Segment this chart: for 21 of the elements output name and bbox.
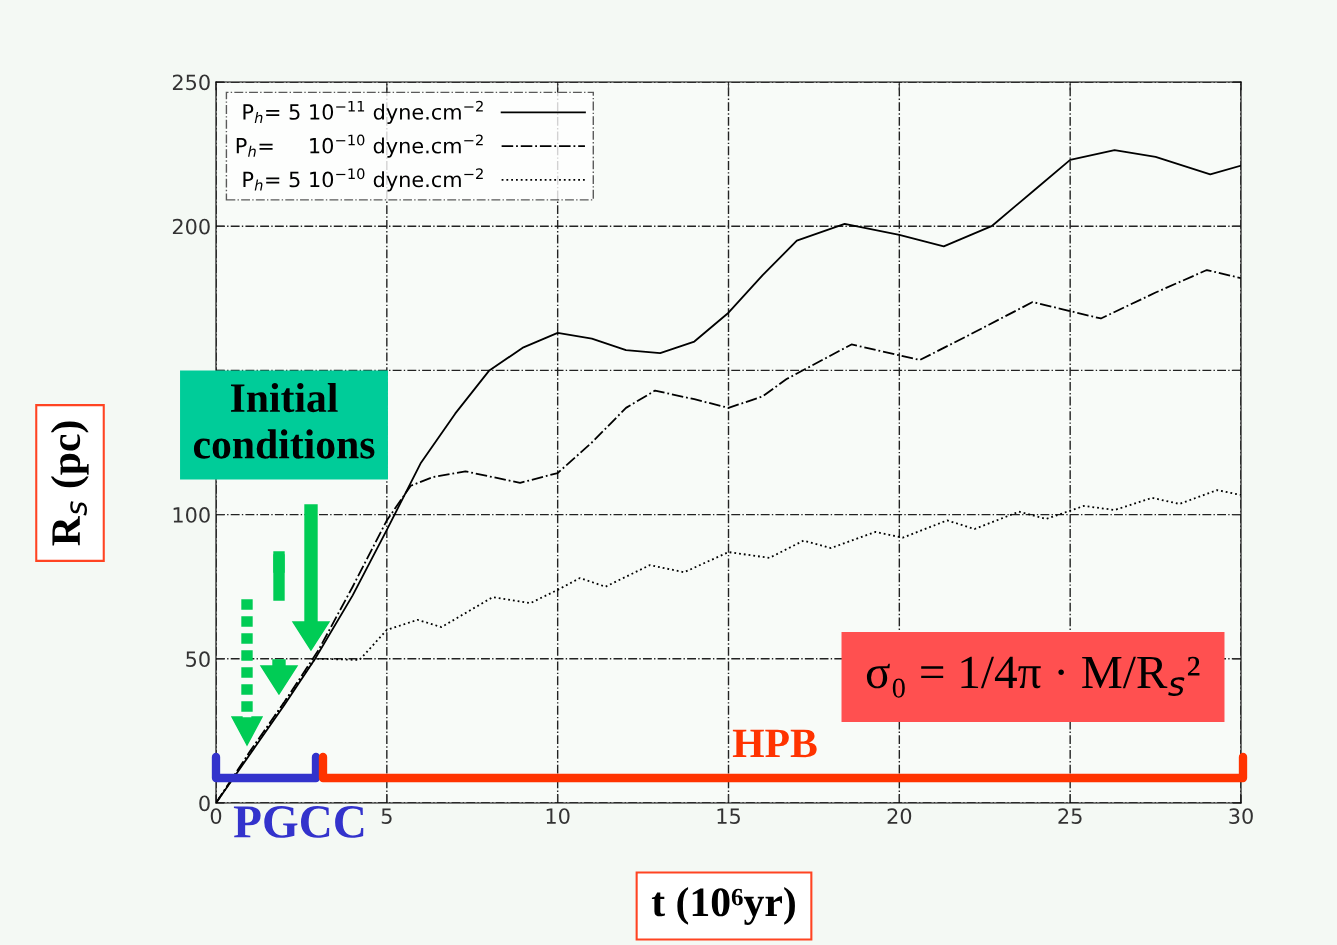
x-tick-label: 25 bbox=[1058, 808, 1082, 824]
y-tick-label: 100 bbox=[173, 507, 210, 523]
x-tick-label: 15 bbox=[717, 808, 740, 824]
x-tick-label: 10 bbox=[546, 808, 570, 824]
annotation: HPB bbox=[732, 729, 817, 758]
x-tick-label: 5 bbox=[381, 808, 392, 824]
y-tick-label: 200 bbox=[172, 218, 210, 235]
annotation: Initial conditions bbox=[193, 382, 375, 459]
legend-label: P$_{h}$= 5 10$^{−10}$ dyne.cm$^{−2}$ bbox=[243, 168, 483, 192]
y-tick-label: 250 bbox=[172, 74, 210, 91]
annotation: σ₀ = 1/4π · M/R$_{s}$² bbox=[866, 656, 1200, 698]
text: PGCC bbox=[233, 806, 364, 838]
y-axis-title: R$_{s}$ (pc) bbox=[50, 421, 89, 546]
y-tick-label: 50 bbox=[186, 651, 210, 668]
x-tick-label: 0 bbox=[210, 808, 222, 824]
legend-label: P$_{h}$= 5 10$^{−11}$ dyne.cm$^{−2}$ bbox=[243, 100, 483, 124]
legend-label: P$_{h}$= 10$^{−10}$ dyne.cm$^{−2}$ bbox=[236, 134, 483, 158]
x-tick-label: 20 bbox=[887, 808, 912, 824]
y-tick-label: 0 bbox=[199, 795, 210, 812]
x-axis-title: t (10⁶yr) bbox=[651, 887, 795, 925]
x-tick-label: 30 bbox=[1229, 808, 1253, 824]
